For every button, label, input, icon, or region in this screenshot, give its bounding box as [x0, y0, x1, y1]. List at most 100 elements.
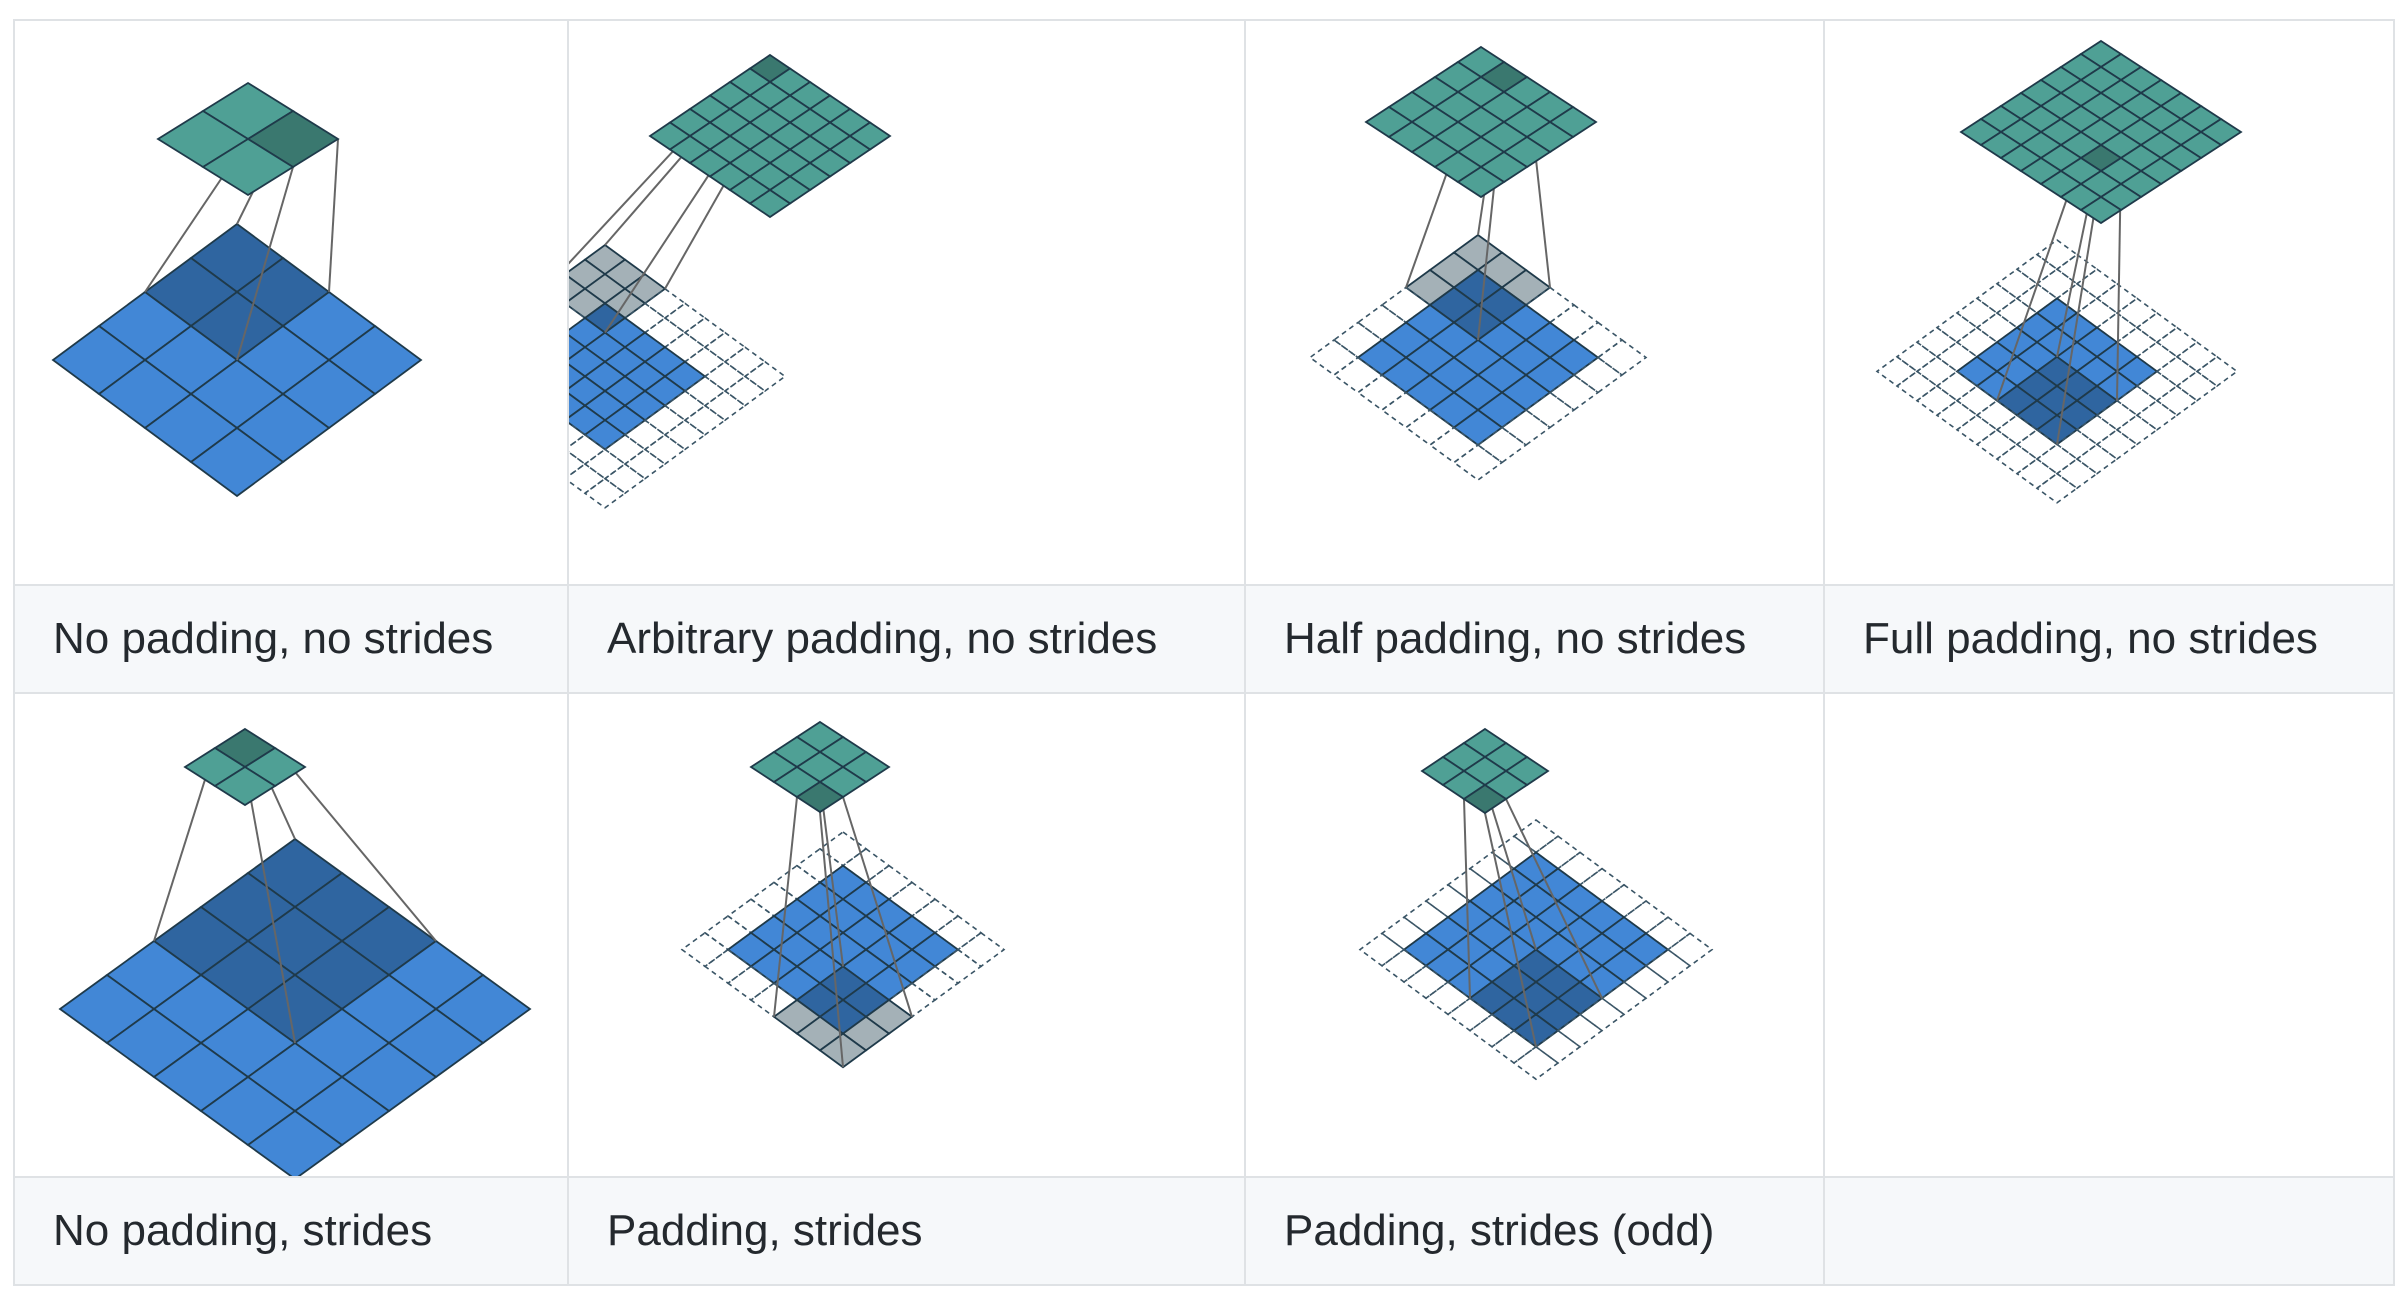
padding-cell [1332, 356, 1384, 394]
padding-cell [1512, 1045, 1560, 1081]
padding-cell [1524, 391, 1576, 429]
diagram-cell [567, 19, 1246, 586]
padding-cell [1380, 391, 1432, 429]
padding-cell [2075, 443, 2119, 475]
padding-cell [643, 433, 687, 465]
padding-cell [2095, 282, 2139, 314]
padding-cell [1332, 321, 1384, 359]
input-cell [569, 363, 587, 390]
padding-cell [956, 931, 1006, 968]
padding-cell [569, 463, 607, 495]
connector-line [328, 138, 339, 293]
padding-cell [1476, 426, 1528, 464]
padding-cell [1995, 268, 2039, 300]
padding-cell [2035, 472, 2079, 504]
caption-no-padding-no-strides: No padding, no strides [13, 584, 569, 694]
padding-cell [2155, 385, 2199, 417]
diagram-arbitrary-padding-no-strides [569, 53, 892, 509]
connector-line [236, 166, 294, 361]
padding-cell [2175, 341, 2219, 373]
padding-cell [1356, 374, 1408, 411]
padding-cell [1452, 444, 1504, 481]
padding-cell [623, 448, 667, 480]
padding-cell [1358, 932, 1406, 967]
padding-cell [680, 931, 730, 968]
padding-cell [1500, 409, 1552, 446]
padding-cell [723, 346, 767, 378]
padding-cell [1955, 414, 1999, 446]
padding-cell [1524, 286, 1576, 324]
output-cell [213, 765, 277, 807]
padding-cell [2015, 253, 2059, 285]
padding-cell [1512, 819, 1560, 854]
padding-cell [1895, 341, 1939, 373]
padding-cell [1404, 409, 1456, 446]
padding-cell [703, 360, 747, 392]
padding-cell [2155, 326, 2199, 358]
padding-cell [1975, 428, 2019, 460]
connector-line [819, 811, 844, 1068]
input-cell [569, 392, 587, 419]
padding-cell [2035, 443, 2079, 475]
padding-cell [1572, 321, 1624, 359]
padding-cell [1915, 385, 1959, 417]
diagram-padding-strides [680, 720, 1006, 1069]
input-cell [189, 426, 285, 498]
connector-line [819, 781, 844, 967]
output-cell [1462, 783, 1508, 815]
output-cell [201, 137, 295, 197]
padding-cell [703, 390, 747, 422]
padding-cell [683, 317, 727, 349]
padding-cell [2195, 355, 2239, 387]
caption-padding-strides-odd: Padding, strides (odd) [1244, 1176, 1825, 1286]
diagram-cell [1244, 692, 1825, 1178]
padding-cell [2135, 312, 2179, 344]
padding-cell [2115, 414, 2159, 446]
padding-cell [1895, 370, 1939, 402]
diagram-padding-strides-odd [1358, 727, 1714, 1081]
diagram-no-padding-no-strides [51, 81, 423, 498]
padding-cell [1935, 399, 1979, 431]
diagram-cell [13, 19, 569, 586]
caption-no-padding-strides: No padding, strides [13, 1176, 569, 1286]
diagram-cell [13, 692, 569, 1178]
diagram-half-padding-no-strides [1308, 45, 1648, 481]
connector-line [1484, 784, 1537, 950]
padding-cell [1380, 286, 1432, 324]
diagram-cell [1823, 19, 2395, 586]
padding-cell [1915, 326, 1959, 358]
connector-line [244, 766, 296, 1044]
padding-cell [2115, 297, 2159, 329]
input-cell [569, 334, 587, 360]
padding-cell [723, 375, 767, 407]
padding-cell [2055, 458, 2099, 490]
padding-cell [1935, 312, 1979, 344]
padding-cell [1596, 339, 1648, 376]
padding-cell [1572, 356, 1624, 394]
diagram-cell [567, 692, 1246, 1178]
padding-cell [1875, 355, 1919, 387]
padding-cell [1356, 304, 1408, 341]
padding-cell [2015, 458, 2059, 490]
padding-cell [2155, 355, 2199, 387]
connector-line [842, 796, 913, 1018]
padding-cell [1428, 426, 1480, 464]
output-cell [2079, 195, 2123, 225]
output-cell [795, 780, 845, 814]
connector-line [1505, 798, 1603, 999]
diagram-full-padding-no-strides [1875, 39, 2243, 504]
padding-cell [663, 302, 707, 334]
diagram-cell [1244, 19, 1825, 586]
padding-cell [2095, 428, 2139, 460]
padding-cell [663, 419, 707, 451]
padding-cell [1548, 374, 1600, 411]
caption-padding-strides: Padding, strides [567, 1176, 1246, 1286]
connector-line [1484, 812, 1537, 1048]
padding-cell [1995, 443, 2039, 475]
padding-cell [1975, 282, 2019, 314]
diagram-no-padding-strides [58, 727, 532, 1176]
padding-cell [683, 404, 727, 436]
padding-cell [1666, 932, 1714, 967]
padding-cell [743, 360, 787, 392]
caption-empty [1823, 1176, 2395, 1286]
